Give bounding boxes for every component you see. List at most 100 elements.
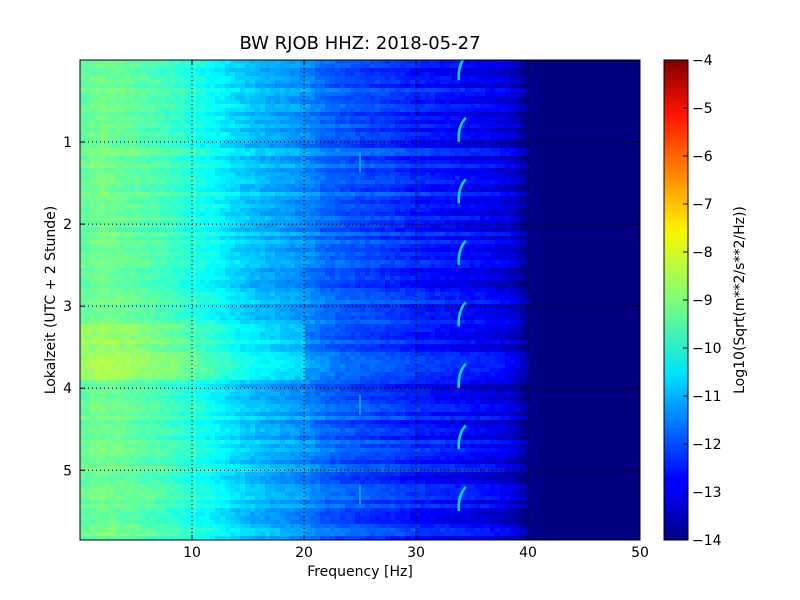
heatmap-cell	[280, 72, 286, 77]
heatmap-cell	[235, 120, 241, 125]
heatmap-cell	[345, 184, 351, 189]
heatmap-cell	[445, 128, 451, 133]
heatmap-cell	[470, 64, 476, 69]
heatmap-cell	[400, 232, 406, 237]
heatmap-cell	[565, 168, 571, 173]
heatmap-cell	[380, 124, 386, 129]
heatmap-cell	[315, 200, 321, 205]
heatmap-cell	[250, 164, 256, 169]
heatmap-cell	[215, 60, 221, 65]
heatmap-cell	[110, 108, 116, 113]
heatmap-cell	[320, 196, 326, 201]
heatmap-cell	[310, 116, 316, 121]
heatmap-cell	[465, 120, 471, 125]
heatmap-cell	[130, 212, 136, 217]
heatmap-cell	[85, 120, 91, 125]
heatmap-cell	[240, 104, 246, 109]
heatmap-cell	[165, 124, 171, 129]
heatmap-cell	[330, 192, 336, 197]
heatmap-cell	[290, 100, 296, 105]
heatmap-cell	[285, 120, 291, 125]
heatmap-cell	[530, 96, 536, 101]
heatmap-cell	[225, 188, 231, 193]
heatmap-cell	[100, 68, 106, 73]
heatmap-cell	[325, 184, 331, 189]
heatmap-cell	[110, 120, 116, 125]
heatmap-cell	[625, 68, 631, 73]
heatmap-cell	[385, 104, 391, 109]
heatmap-cell	[460, 204, 466, 209]
heatmap-cell	[220, 164, 226, 169]
heatmap-cell	[160, 196, 166, 201]
heatmap-cell	[260, 124, 266, 129]
heatmap-cell	[585, 156, 591, 161]
heatmap-cell	[375, 168, 381, 173]
heatmap-cell	[455, 88, 461, 93]
heatmap-cell	[470, 216, 476, 221]
heatmap-cell	[535, 116, 541, 121]
heatmap-cell	[145, 76, 151, 81]
heatmap-cell	[375, 236, 381, 241]
heatmap-cell	[340, 140, 346, 145]
heatmap-cell	[545, 108, 551, 113]
heatmap-cell	[395, 148, 401, 153]
heatmap-cell	[185, 160, 191, 165]
heatmap-cell	[495, 108, 501, 113]
heatmap-cell	[460, 96, 466, 101]
heatmap-cell	[175, 132, 181, 137]
heatmap-cell	[375, 128, 381, 133]
heatmap-cell	[165, 68, 171, 73]
heatmap-cell	[295, 188, 301, 193]
heatmap-cell	[590, 120, 596, 125]
heatmap-cell	[460, 100, 466, 105]
heatmap-cell	[530, 228, 536, 233]
heatmap-cell	[300, 120, 306, 125]
heatmap-cell	[325, 200, 331, 205]
heatmap-cell	[225, 180, 231, 185]
heatmap-cell	[520, 72, 526, 77]
heatmap-cell	[445, 108, 451, 113]
heatmap-cell	[610, 224, 616, 229]
heatmap-cell	[105, 64, 111, 69]
heatmap-cell	[420, 64, 426, 69]
heatmap-cell	[465, 64, 471, 69]
heatmap-cell	[150, 228, 156, 233]
heatmap-cell	[335, 172, 341, 177]
heatmap-cell	[615, 204, 621, 209]
heatmap-cell	[315, 212, 321, 217]
heatmap-cell	[155, 232, 161, 237]
heatmap-cell	[475, 104, 481, 109]
heatmap-cell	[185, 144, 191, 149]
heatmap-cell	[90, 200, 96, 205]
heatmap-cell	[375, 180, 381, 185]
heatmap-cell	[415, 64, 421, 69]
heatmap-cell	[275, 140, 281, 145]
heatmap-cell	[555, 224, 561, 229]
heatmap-cell	[355, 160, 361, 165]
heatmap-cell	[230, 112, 236, 117]
heatmap-cell	[480, 148, 486, 153]
heatmap-cell	[635, 164, 640, 169]
heatmap-cell	[555, 88, 561, 93]
heatmap-cell	[345, 224, 351, 229]
heatmap-cell	[365, 236, 371, 241]
heatmap-cell	[595, 160, 601, 165]
heatmap-cell	[495, 196, 501, 201]
heatmap-cell	[405, 84, 411, 89]
heatmap-cell	[435, 128, 441, 133]
heatmap-cell	[380, 192, 386, 197]
heatmap-cell	[465, 140, 471, 145]
heatmap-cell	[295, 84, 301, 89]
heatmap-cell	[155, 168, 161, 173]
heatmap-cell	[515, 204, 521, 209]
heatmap-cell	[370, 180, 376, 185]
heatmap-cell	[495, 208, 501, 213]
heatmap-cell	[385, 220, 391, 225]
heatmap-cell	[85, 100, 91, 105]
heatmap-cell	[190, 72, 196, 77]
heatmap-cell	[210, 132, 216, 137]
heatmap-cell	[485, 108, 491, 113]
heatmap-cell	[305, 64, 311, 69]
heatmap-cell	[385, 212, 391, 217]
heatmap-cell	[270, 180, 276, 185]
